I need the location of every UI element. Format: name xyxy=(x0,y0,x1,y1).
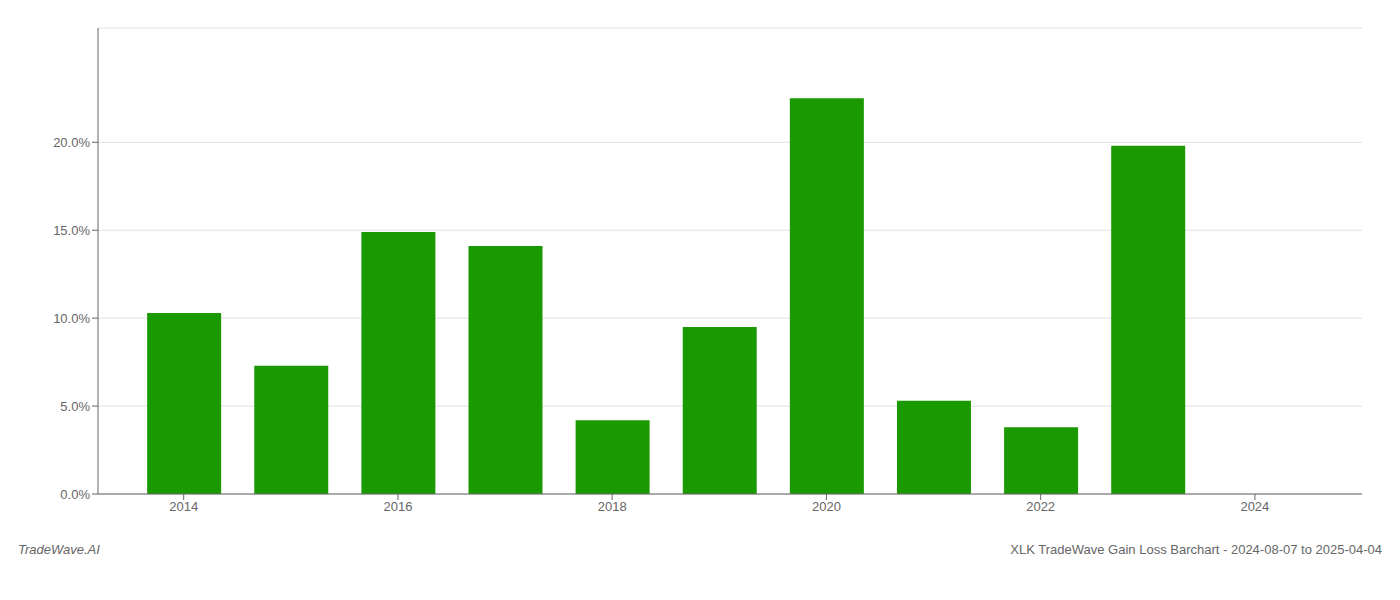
svg-text:2018: 2018 xyxy=(598,499,627,514)
svg-text:2022: 2022 xyxy=(1026,499,1055,514)
svg-text:2024: 2024 xyxy=(1240,499,1269,514)
svg-text:15.0%: 15.0% xyxy=(53,223,90,238)
svg-text:2020: 2020 xyxy=(812,499,841,514)
html-text:XLK TradeWave Gain Loss Barcha: XLK TradeWave Gain Loss Barchart - 2024-… xyxy=(1010,542,1382,557)
html-text:TradeWave.AI: TradeWave.AI xyxy=(18,542,100,557)
svg-text:5.0%: 5.0% xyxy=(60,399,90,414)
svg-text:10.0%: 10.0% xyxy=(53,311,90,326)
svg-text:20.0%: 20.0% xyxy=(53,135,90,150)
svg-text:2014: 2014 xyxy=(169,499,198,514)
svg-text:2016: 2016 xyxy=(383,499,412,514)
svg-text:0.0%: 0.0% xyxy=(60,487,90,502)
